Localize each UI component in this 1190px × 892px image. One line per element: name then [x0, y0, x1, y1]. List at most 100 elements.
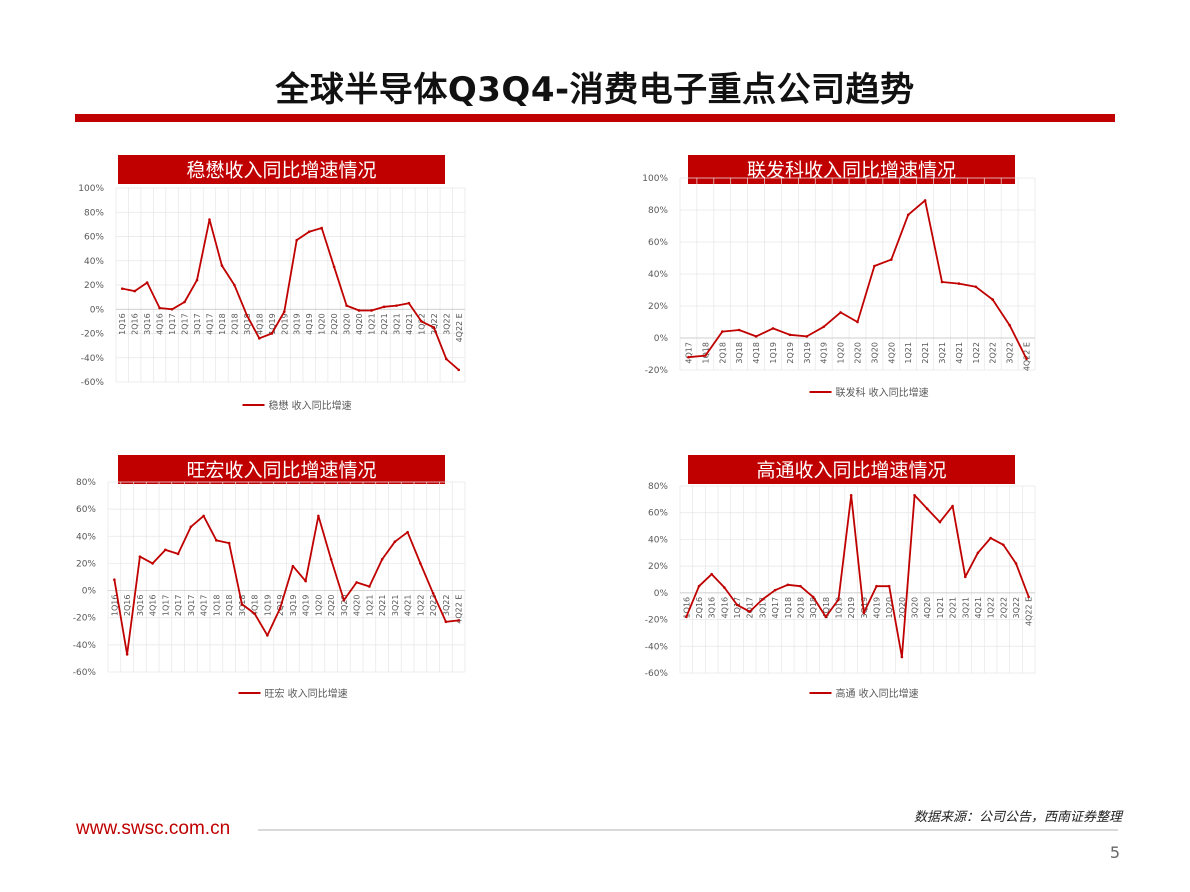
x-tick-label: 4Q19	[873, 597, 882, 619]
data-point	[382, 305, 386, 309]
x-tick-label: 2Q20	[898, 597, 907, 619]
data-point	[1025, 357, 1028, 361]
x-tick-label: 3Q21	[392, 313, 401, 335]
x-tick-label: 2Q18	[230, 313, 239, 335]
x-tick-label: 4Q20	[887, 342, 896, 364]
data-point	[788, 333, 792, 337]
x-tick-label: 1Q18	[218, 313, 227, 335]
data-point	[444, 620, 448, 624]
data-point	[432, 326, 436, 329]
y-tick-label: 60%	[648, 238, 668, 248]
website-link[interactable]: www.swsc.com.cn	[76, 818, 231, 839]
x-tick-label: 4Q16	[156, 313, 165, 335]
data-point	[355, 581, 358, 584]
data-point	[737, 328, 741, 332]
x-tick-label: 4Q18	[822, 597, 831, 619]
x-tick-label: 2Q18	[796, 597, 805, 619]
y-tick-label: 100%	[642, 174, 668, 184]
x-tick-label: 1Q19	[263, 595, 272, 617]
x-tick-label: 3Q19	[860, 597, 869, 619]
y-tick-label: 60%	[84, 233, 104, 243]
x-tick-label: 1Q17	[168, 313, 177, 335]
x-tick-label: 1Q19	[834, 597, 843, 619]
chart-title: 旺宏收入同比增速情况	[186, 460, 376, 482]
data-point	[307, 230, 311, 233]
data-point	[887, 584, 891, 588]
data-point	[342, 598, 346, 602]
data-point	[974, 285, 978, 289]
data-point	[951, 504, 954, 508]
x-tick-label: 2Q22	[999, 597, 1008, 619]
data-point	[245, 314, 249, 317]
chart-panel-win-semi: 稳懋收入同比增速情况 -60% -40% -20% 0% 20% 40% 60% 80% 100%…	[70, 150, 480, 422]
data-point	[295, 238, 299, 242]
title-divider	[75, 114, 1115, 122]
chart-title-banner	[118, 155, 445, 184]
data-point	[320, 226, 323, 230]
x-tick-label: 4Q18	[251, 595, 260, 617]
data-point	[158, 306, 161, 310]
data-point	[786, 583, 790, 587]
data-point	[407, 301, 411, 305]
page-title: 全球半导体Q3Q4-消费电子重点公司趋势	[275, 70, 915, 110]
x-tick-label: 4Q19	[820, 342, 829, 364]
data-point	[923, 199, 927, 202]
chart-title: 联发科收入同比增速情况	[747, 160, 956, 182]
data-point	[822, 325, 825, 329]
x-tick-label: 2Q21	[378, 595, 387, 617]
x-tick-label: 3Q16	[136, 595, 145, 617]
chart-svg: 稳懋收入同比增速情况 -60% -40% -20% 0% 20% 40% 60% 80% 100%…	[78, 155, 466, 412]
data-point	[913, 494, 916, 497]
data-point	[329, 558, 333, 561]
x-tick-label: 1Q18	[784, 597, 793, 619]
x-tick-label: 1Q22	[417, 313, 426, 335]
data-point	[317, 514, 320, 518]
data-point	[220, 264, 224, 267]
data-point	[856, 320, 859, 324]
x-tick-label: 2Q18	[225, 595, 234, 617]
y-tick-label: 0%	[90, 305, 105, 315]
y-tick-label: 80%	[76, 478, 96, 488]
x-tick-label: 3Q19	[293, 313, 302, 335]
x-tick-label: 3Q18	[243, 313, 252, 335]
y-tick-label: 0%	[82, 587, 97, 597]
data-source-note: 数据来源：公司公告，西南证券整理	[913, 810, 1122, 825]
data-point	[253, 612, 256, 615]
x-tick-label: 4Q22 E	[1025, 597, 1034, 626]
y-tick-label: 80%	[84, 208, 104, 218]
data-point	[445, 357, 448, 361]
data-point	[215, 539, 218, 542]
data-point	[1014, 562, 1018, 565]
y-tick-label: 0%	[654, 589, 669, 599]
y-tick-label: -20%	[81, 330, 105, 340]
data-point	[991, 298, 995, 301]
series-line	[113, 515, 459, 656]
y-tick-label: 60%	[648, 509, 668, 519]
x-tick-label: 2Q16	[131, 313, 140, 335]
x-tick-label: 3Q20	[911, 597, 920, 619]
data-point	[431, 591, 435, 595]
data-point	[873, 264, 876, 268]
data-point	[963, 575, 967, 579]
x-tick-label: 4Q17	[771, 597, 780, 619]
x-tick-label: 1Q16	[118, 313, 127, 335]
x-tick-label: 2Q22	[989, 342, 998, 364]
chart-title: 高通收入同比增速情况	[756, 460, 946, 482]
data-point	[457, 619, 460, 622]
data-point	[849, 494, 853, 497]
data-point	[890, 258, 893, 261]
data-point	[925, 507, 929, 511]
data-point	[723, 586, 726, 589]
data-point	[380, 558, 384, 561]
x-tick-label: 3Q16	[143, 313, 152, 335]
data-point	[406, 530, 409, 534]
y-tick-label: 20%	[648, 562, 668, 572]
data-point	[837, 598, 840, 601]
data-point	[189, 525, 193, 529]
data-point	[811, 595, 815, 599]
x-tick-label: 4Q20	[353, 595, 362, 617]
data-point	[457, 368, 461, 372]
x-tick-label: 2Q20	[327, 595, 336, 617]
data-point	[754, 335, 758, 338]
chart-panel-macronix: 旺宏收入同比增速情况 -60% -40% -20% 0% 20% 40% 60% 80% 1Q16…	[70, 450, 480, 712]
